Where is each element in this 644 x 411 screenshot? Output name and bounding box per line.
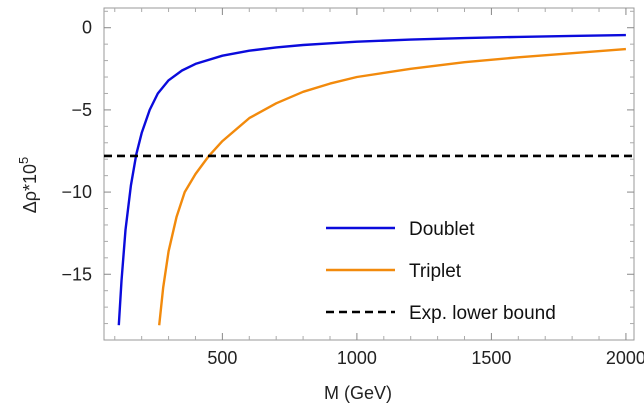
plot-border bbox=[103, 7, 635, 341]
legend-label: Triplet bbox=[409, 261, 462, 282]
x-tick-label: 2000 bbox=[606, 348, 644, 368]
y-tick-label: −10 bbox=[61, 182, 92, 202]
legend-label: Doublet bbox=[409, 219, 475, 240]
x-tick-label: 1000 bbox=[337, 348, 377, 368]
x-tick-label: 1500 bbox=[471, 348, 511, 368]
plot-frame bbox=[103, 7, 635, 341]
x-tick-label: 500 bbox=[207, 348, 237, 368]
x-axis-label: M (GeV) bbox=[324, 383, 392, 403]
y-tick-label: −5 bbox=[71, 100, 92, 120]
legend-label: Exp. lower bound bbox=[409, 303, 556, 324]
y-tick-label: −15 bbox=[61, 264, 92, 284]
y-axis-label-exponent: 5 bbox=[16, 157, 31, 164]
y-axis-label-base: Δρ*10 bbox=[20, 164, 40, 213]
axis-ticks: 500 1000 1500 2000 0 −5 −10 −15 bbox=[61, 8, 644, 368]
series-line-triplet bbox=[158, 47, 626, 326]
legend: Doublet Triplet Exp. lower bound bbox=[326, 219, 556, 324]
series-group bbox=[104, 33, 634, 326]
y-axis-label: Δρ*105 bbox=[16, 157, 40, 214]
series-line-doublet bbox=[117, 33, 626, 326]
y-tick-label: 0 bbox=[82, 18, 92, 38]
